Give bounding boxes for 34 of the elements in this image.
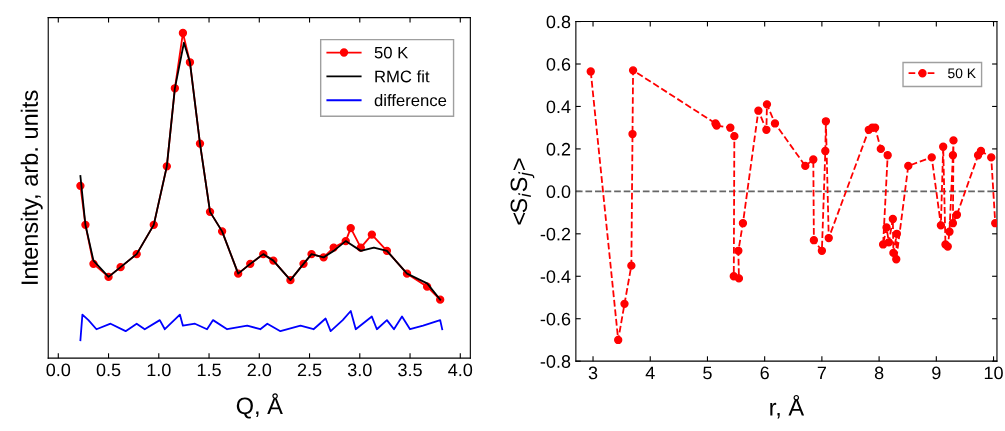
x-tick-label: 3.5 bbox=[398, 363, 422, 377]
legend-label: RMC fit bbox=[375, 70, 430, 83]
x-tick-label: 2.0 bbox=[247, 363, 272, 377]
x-tick-label: 3 bbox=[588, 366, 598, 380]
y-tick-label: 0.2 bbox=[546, 142, 571, 156]
y-tick-label: -0.4 bbox=[540, 270, 571, 283]
y-tick-label: 0.6 bbox=[546, 57, 571, 71]
x-tick-label: 10 bbox=[984, 366, 1003, 380]
legend-label: 50 K bbox=[374, 46, 409, 59]
x-tick-label: 0.0 bbox=[46, 363, 71, 377]
y-tick-label: -0.6 bbox=[540, 312, 571, 326]
x-tick-label: 1.5 bbox=[197, 363, 221, 377]
x-tick-label: 7 bbox=[817, 366, 826, 380]
y-tick-label: -0.2 bbox=[540, 227, 571, 241]
y-tick-label: 0.8 bbox=[546, 15, 571, 29]
x-tick-label: 8 bbox=[874, 366, 884, 380]
x-tick-label: 0.5 bbox=[96, 363, 121, 377]
x-tick-label: 2.5 bbox=[297, 363, 322, 377]
x-tick-label: 6 bbox=[760, 366, 769, 380]
x-axis-title: r, Å bbox=[770, 394, 805, 419]
x-tick-label: 4.0 bbox=[448, 363, 473, 377]
x-tick-label: 9 bbox=[932, 366, 941, 380]
y-axis-title: Intensity, arb. units bbox=[20, 90, 43, 284]
x-tick-label: 3.0 bbox=[347, 363, 372, 377]
x-tick-label: 4 bbox=[645, 366, 655, 380]
y-tick-label: -0.8 bbox=[540, 355, 571, 368]
x-tick-label: 1.0 bbox=[147, 363, 171, 377]
x-axis-title: Q, Å bbox=[236, 393, 283, 419]
y-axis-title: <S$_{i}$S$_{j}$> bbox=[510, 158, 535, 225]
legend-label: difference bbox=[374, 94, 447, 107]
legend-label: 50 K bbox=[948, 68, 976, 79]
y-tick-label: 0.0 bbox=[546, 185, 571, 199]
y-tick-label: 0.4 bbox=[546, 100, 571, 114]
x-tick-label: 5 bbox=[703, 366, 712, 380]
